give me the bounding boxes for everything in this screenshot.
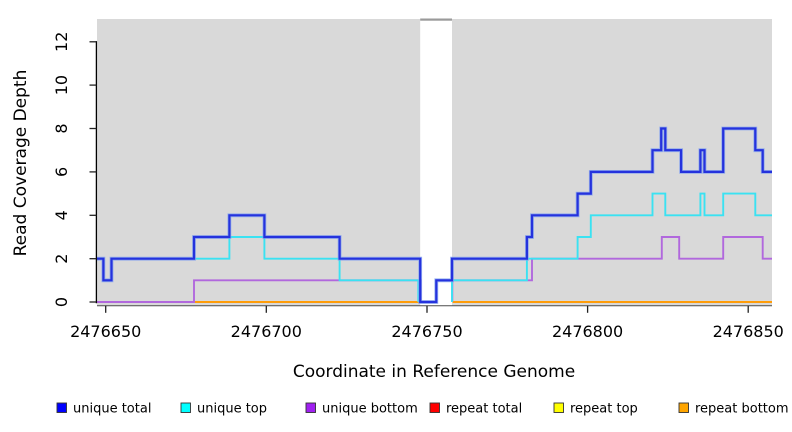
legend-swatch: [56, 402, 67, 413]
legend-label: unique bottom: [322, 402, 418, 417]
x-tick-labels: 2476650 2476700 2476750 2476800 2476850: [70, 322, 784, 341]
y-tick-label: 4: [52, 210, 71, 220]
mask-rect: [420, 18, 452, 306]
legend-label: unique total: [73, 402, 151, 417]
legend-swatch: [429, 402, 440, 413]
x-tick-label: 2476650: [70, 322, 141, 341]
legend-item-repeat-bottom: repeat bottom: [678, 402, 789, 417]
x-tick-label: 2476700: [231, 322, 302, 341]
y-tick-label: 10: [52, 75, 71, 95]
y-tick-labels: 0 2 4 6 8 10 12: [52, 32, 71, 307]
y-axis-title: Read Coverage Depth: [11, 70, 31, 257]
legend-item-repeat-total: repeat total: [429, 402, 522, 417]
y-tick-label: 0: [52, 297, 71, 307]
legend-item-repeat-top: repeat top: [553, 402, 638, 417]
legend-item-unique-total: unique total: [56, 402, 151, 417]
series-line-unique-top: [451, 192, 772, 302]
y-tick-label: 8: [52, 123, 71, 133]
legend-swatch: [305, 402, 316, 413]
axes: [89, 41, 772, 313]
legend-swatch: [553, 402, 564, 413]
x-tick-label: 2476850: [713, 322, 784, 341]
legend-item-unique-top: unique top: [180, 402, 267, 417]
legend-label: repeat bottom: [695, 402, 789, 417]
legend-label: repeat top: [570, 402, 638, 417]
series-lines: [97, 126, 772, 304]
legend-label: unique top: [197, 402, 267, 417]
legend-swatch: [180, 402, 191, 413]
x-tick-label: 2476800: [552, 322, 623, 341]
series-line-unique-total: [97, 127, 772, 304]
legend-item-unique-bottom: unique bottom: [305, 402, 418, 417]
y-tick-label: 6: [52, 167, 71, 177]
legend-label: repeat total: [446, 402, 522, 417]
y-tick-label: 12: [52, 32, 71, 52]
x-tick-label: 2476750: [391, 322, 462, 341]
legend-swatch: [678, 402, 689, 413]
masked-region-band: [420, 18, 452, 306]
y-tick-label: 2: [52, 254, 71, 264]
mask-top-cap: [420, 18, 452, 21]
x-axis-title: Coordinate in Reference Genome: [293, 362, 575, 382]
series-line-unique-bottom: [451, 236, 772, 302]
legend: unique total unique top unique bottom repea…: [56, 402, 789, 417]
